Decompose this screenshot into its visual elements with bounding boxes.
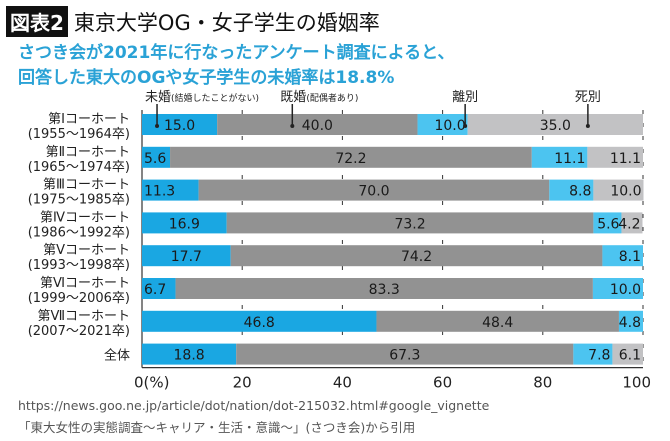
bar-segment	[170, 146, 532, 168]
data-label: 46.8	[244, 315, 275, 331]
bar-segment	[592, 278, 643, 299]
bar-segment	[573, 343, 613, 365]
source-citation: 「東大女性の実態調査〜キャリア・生活・意識〜」(さつき会)から引用	[18, 420, 416, 435]
bar-segment	[142, 114, 218, 135]
bar-segment	[612, 343, 643, 365]
category-sublabel: (1986〜1992卒)	[28, 225, 130, 240]
category-sublabel: (2007〜2021卒)	[28, 324, 130, 339]
category-label: 第Ⅶコーホート	[37, 309, 130, 324]
bar-segment	[142, 310, 377, 332]
bar-segment	[376, 310, 619, 332]
category-label: 全体	[104, 348, 130, 364]
legend-leader-dot	[290, 124, 295, 128]
data-label: 8.1	[619, 249, 641, 265]
bar-segment	[593, 212, 622, 234]
bar-segment	[230, 245, 603, 267]
x-tick-label: 80	[533, 374, 552, 392]
chart-title: 図表2 東京大学OG・女子学生の婚姻率	[6, 6, 380, 37]
bar-segment	[587, 146, 643, 168]
subtitle-line2: 回答した東大のOGや女子学生の未婚率は18.8%	[18, 68, 395, 88]
bar-segment	[142, 343, 237, 365]
data-label: 11.1	[610, 151, 641, 167]
data-label: 18.8	[174, 348, 205, 364]
data-label: 83.3	[369, 282, 400, 298]
source-url: https://news.goo.ne.jp/article/dot/natio…	[18, 398, 490, 413]
data-label: 74.2	[401, 249, 432, 265]
category-label: 第Ⅳコーホート	[40, 210, 130, 225]
legend-label: 未婚(結婚したことがない)	[145, 90, 259, 105]
category-sublabel: (1993〜1998卒)	[28, 258, 130, 273]
bar-segment	[549, 179, 594, 201]
figure-label: 図表2	[6, 6, 68, 37]
bar-segment	[226, 212, 594, 234]
bar-segment	[142, 146, 171, 168]
data-label: 6.1	[619, 348, 641, 364]
data-label: 5.6	[597, 216, 619, 232]
legend-label: 既婚(配偶者あり)	[280, 90, 358, 105]
bar-segment	[142, 245, 231, 267]
legend-leader-dot	[155, 124, 160, 128]
data-label: 17.7	[171, 249, 202, 265]
category-label: 第Ⅲコーホート	[43, 178, 130, 193]
bar-segment	[217, 114, 418, 135]
data-label: 73.2	[394, 216, 425, 232]
category-label: 第Ⅰコーホート	[48, 112, 130, 127]
bar-segment	[618, 310, 643, 332]
category-sublabel: (1955〜1964卒)	[28, 127, 130, 142]
data-label: 11.3	[144, 184, 175, 200]
data-label: 7.8	[588, 348, 610, 364]
bar-segment	[467, 114, 643, 135]
data-label: 70.0	[358, 184, 389, 200]
bar-segment	[175, 278, 593, 299]
legend-label: 死別	[575, 90, 601, 105]
subtitle-line1: さつき会が2021年に行なったアンケート調査によると、	[18, 43, 455, 63]
data-label: 35.0	[540, 118, 571, 134]
data-label: 72.2	[335, 151, 366, 167]
category-sublabel: (1975〜1985卒)	[28, 193, 130, 208]
bar-segment	[198, 179, 550, 201]
data-label: 11.1	[554, 151, 585, 167]
bar-segment	[531, 146, 588, 168]
bar-segment	[593, 179, 644, 201]
data-label: 48.4	[482, 315, 513, 331]
data-label: 40.0	[302, 118, 333, 134]
data-label: 10.0	[610, 184, 641, 200]
category-sublabel: (1965〜1974卒)	[28, 160, 130, 175]
title-text: 東京大学OG・女子学生の婚姻率	[73, 10, 380, 35]
bar-segment	[621, 212, 643, 234]
data-label: 15.0	[164, 118, 195, 134]
data-label: 5.6	[144, 151, 166, 167]
x-tick-label: 100	[622, 374, 651, 392]
legend-leader-dot	[463, 124, 468, 128]
bar-segment	[236, 343, 574, 365]
data-label: 67.3	[389, 348, 420, 364]
bar-segment	[142, 212, 227, 234]
data-label: 6.7	[144, 282, 166, 298]
category-label: 第Ⅵコーホート	[40, 276, 130, 291]
data-label: 8.8	[569, 184, 591, 200]
category-label: 第Ⅴコーホート	[43, 243, 130, 258]
data-label: 10.0	[434, 118, 465, 134]
data-label: 4.8	[619, 315, 641, 331]
legend-label: 離別	[452, 90, 478, 105]
bar-segment	[417, 114, 468, 135]
x-tick-label: 40	[333, 374, 352, 392]
bar-segment	[142, 179, 199, 201]
x-tick-label: 0(%)	[134, 374, 170, 392]
data-label: 10.0	[610, 282, 641, 298]
legend-leader-dot	[585, 124, 590, 128]
data-label: 16.9	[169, 216, 200, 232]
category-sublabel: (1999〜2006卒)	[28, 291, 130, 306]
data-label: 4.2	[618, 216, 640, 232]
x-tick-label: 60	[433, 374, 452, 392]
x-tick-label: 20	[233, 374, 252, 392]
category-label: 第Ⅱコーホート	[46, 145, 130, 160]
bar-segment	[142, 278, 176, 299]
bar-segment	[602, 245, 643, 267]
